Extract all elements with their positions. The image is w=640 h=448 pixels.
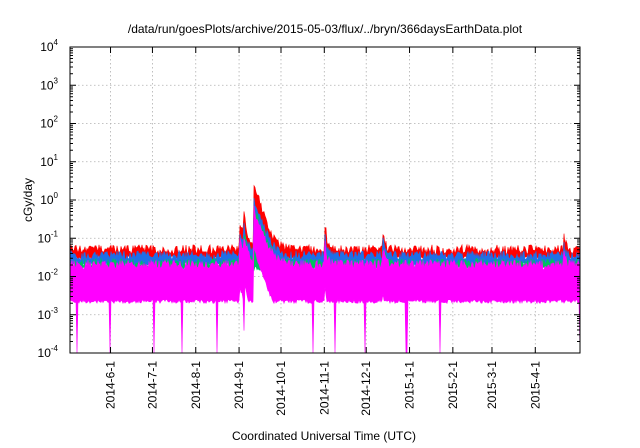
chart-title: /data/run/goesPlots/archive/2015-05-03/f… <box>128 22 523 36</box>
x-tick-label: 2014-10-1 <box>274 361 288 416</box>
x-axis-label: Coordinated Universal Time (UTC) <box>232 429 416 443</box>
x-tick-label: 2014-12-1 <box>359 361 373 416</box>
x-tick-label: 2015-1-1 <box>403 361 417 409</box>
x-tick-label: 2015-2-1 <box>446 361 460 409</box>
y-axis-label: cGy/day <box>21 178 35 222</box>
x-tick-label: 2014-7-1 <box>145 361 159 409</box>
series-band <box>70 205 580 353</box>
x-tick-label: 2015-4-1 <box>528 361 542 409</box>
x-tick-label: 2014-9-1 <box>232 361 246 409</box>
x-tick-label: 2014-6-1 <box>104 361 118 409</box>
data-layer <box>70 184 580 353</box>
x-tick-label: 2015-3-1 <box>485 361 499 409</box>
x-tick-label: 2014-8-1 <box>189 361 203 409</box>
x-tick-label: 2014-11-1 <box>317 361 331 415</box>
